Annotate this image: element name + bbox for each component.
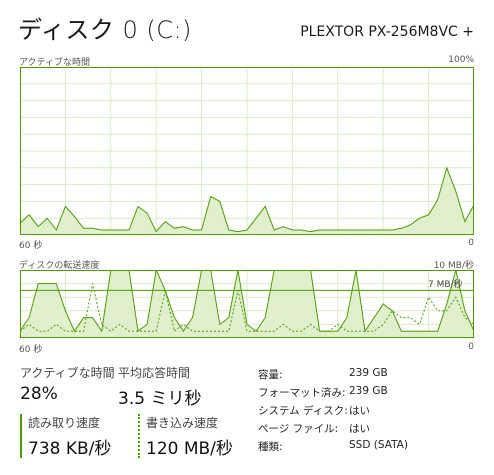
transfer-chart-ref-label: 7 MB/秒 <box>428 280 463 290</box>
formatted-value: 239 GB <box>349 385 388 397</box>
active-time-border <box>20 67 474 235</box>
write-speed-stat-value: 120 MB/秒 <box>146 439 233 459</box>
read-speed-line <box>20 270 474 333</box>
read-speed-legend-line <box>20 414 22 458</box>
active-time-chart-max-label: 100% <box>448 55 474 65</box>
active-time-chart-xmax-label: 0 <box>468 238 474 248</box>
transfer-chart-xmax-label: 0 <box>468 342 474 352</box>
write-speed-stat-label: 書き込み速度 <box>146 416 219 430</box>
active-time-chart-label: アクティブな時間 <box>19 58 91 68</box>
read-speed-stat-value: 738 KB/秒 <box>28 439 112 459</box>
formatted-label: フォーマット済み: <box>258 387 346 399</box>
system-disk-label: システム ディスク: <box>258 405 348 417</box>
active-time-chart <box>20 67 474 235</box>
capacity-label: 容量: <box>258 369 283 381</box>
transfer-chart-xmin-label: 60 秒 <box>19 345 43 355</box>
transfer-chart <box>20 270 474 338</box>
read-speed-area <box>20 270 474 338</box>
disk-model: PLEXTOR PX-256M8VC + <box>300 24 474 40</box>
active-time-chart-xmin-label: 60 秒 <box>19 241 43 251</box>
active-time-line <box>20 166 474 233</box>
active-time-stat-label: アクティブな時間 <box>20 366 115 380</box>
page-file-value: はい <box>349 423 370 435</box>
read-speed-stat-label: 読み取り速度 <box>28 416 101 430</box>
type-value: SSD (SATA) <box>349 439 408 451</box>
write-speed-legend-line <box>138 414 140 458</box>
system-disk-value: はい <box>349 405 370 417</box>
disk-title: ディスク 0 (C:) <box>18 16 192 44</box>
type-label: 種類: <box>258 441 283 453</box>
capacity-value: 239 GB <box>349 367 388 379</box>
avg-response-stat-value: 3.5 ミリ秒 <box>118 389 202 409</box>
transfer-chart-max-label: 10 MB/秒 <box>433 261 474 271</box>
page-file-label: ページ ファイル: <box>258 423 339 435</box>
avg-response-stat-label: 平均応答時間 <box>118 366 191 380</box>
transfer-chart-label: ディスクの転送速度 <box>19 261 100 271</box>
active-time-stat-value: 28% <box>20 384 58 404</box>
transfer-border <box>20 270 474 338</box>
